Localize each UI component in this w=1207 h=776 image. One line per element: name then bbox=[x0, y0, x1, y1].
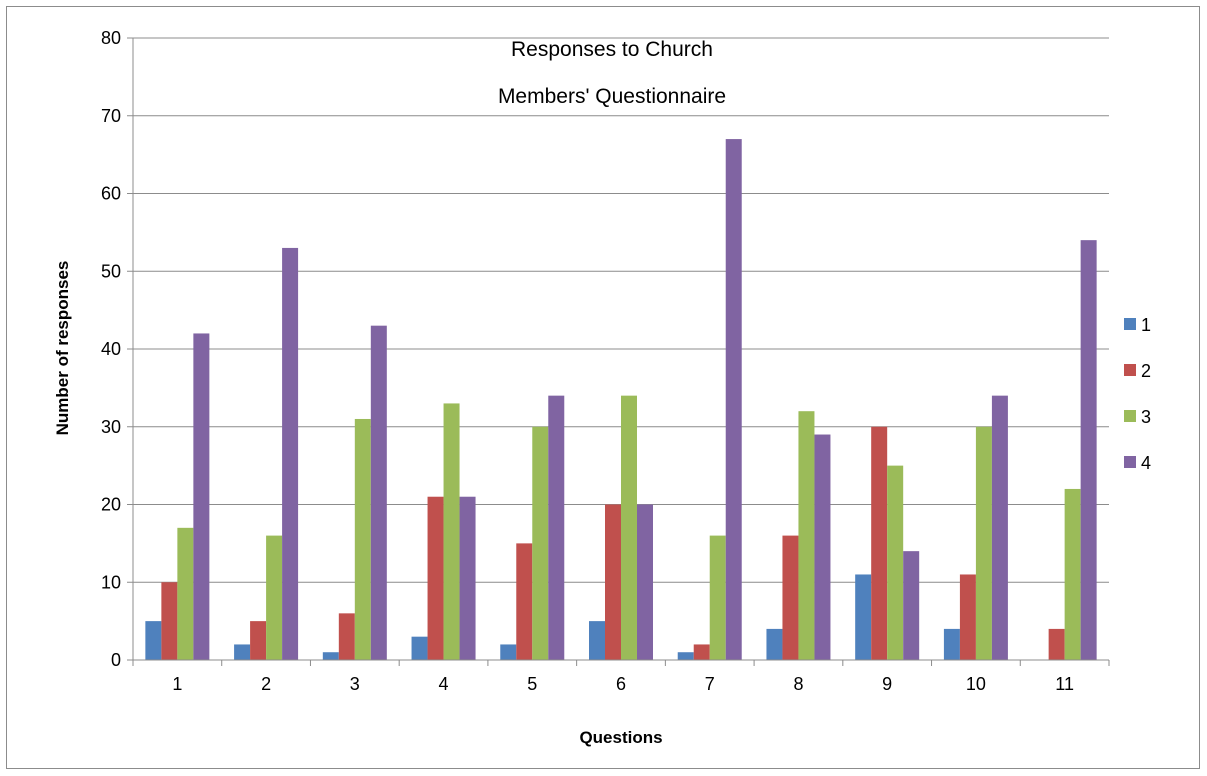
x-tick-label: 3 bbox=[350, 674, 360, 694]
bar-q11-s2 bbox=[1048, 628, 1065, 660]
bar-q3-s1 bbox=[322, 652, 339, 660]
bar-q2-s2 bbox=[250, 621, 267, 660]
chart-title-line-2: Members' Questionnaire bbox=[498, 85, 726, 108]
x-tick-labels: 1 2 3 4 5 6 7 8 9 10 11 bbox=[132, 660, 1110, 694]
bar-q9-s4 bbox=[903, 551, 920, 660]
bar-q6-s2 bbox=[605, 504, 621, 660]
bar-q11-s3 bbox=[1064, 488, 1081, 660]
legend-label: 3 bbox=[1141, 407, 1151, 427]
y-tick-label: 20 bbox=[101, 495, 121, 515]
x-tick-label: 10 bbox=[966, 674, 986, 694]
x-tick-label: 1 bbox=[172, 674, 182, 694]
y-axis-title: Number of responses bbox=[53, 261, 72, 436]
bar-q1-s3 bbox=[177, 527, 194, 660]
y-tick-label: 40 bbox=[101, 339, 121, 359]
bar-q7-s4 bbox=[725, 139, 742, 660]
x-tick-label: 2 bbox=[261, 674, 271, 694]
bar-q8-s1 bbox=[766, 628, 783, 660]
bar-q4-s1 bbox=[411, 636, 428, 660]
bar-q11-s4 bbox=[1080, 240, 1097, 660]
y-tick-labels: 0 10 20 30 40 50 60 70 80 bbox=[101, 28, 133, 670]
bar-q5-s2 bbox=[516, 543, 533, 660]
bar-q4-s2 bbox=[427, 496, 444, 660]
bar-q4-s3 bbox=[443, 403, 460, 660]
bars bbox=[145, 139, 1097, 661]
x-tick-label: 11 bbox=[1055, 674, 1074, 694]
bar-q7-s1 bbox=[677, 652, 694, 660]
x-tick-label: 5 bbox=[527, 674, 537, 694]
bar-q8-s2 bbox=[782, 535, 799, 660]
legend-label: 4 bbox=[1141, 453, 1151, 473]
bar-q6-s3 bbox=[621, 395, 637, 660]
bar-q5-s1 bbox=[500, 644, 517, 660]
bar-q10-s4 bbox=[991, 395, 1008, 660]
y-tick-label: 70 bbox=[101, 106, 121, 126]
bar-q2-s3 bbox=[266, 535, 283, 660]
bar-q6-s4 bbox=[637, 504, 653, 660]
bar-q8-s3 bbox=[798, 411, 815, 660]
legend-label: 1 bbox=[1141, 315, 1151, 335]
bar-q3-s4 bbox=[370, 325, 387, 660]
bar-q10-s2 bbox=[959, 574, 976, 660]
legend-swatch bbox=[1124, 318, 1136, 330]
bar-q4-s4 bbox=[459, 496, 476, 660]
y-tick-label: 60 bbox=[101, 184, 121, 204]
legend-label: 2 bbox=[1141, 361, 1151, 381]
y-tick-label: 10 bbox=[101, 572, 121, 592]
bar-q1-s2 bbox=[161, 582, 178, 660]
bar-q10-s1 bbox=[943, 628, 960, 660]
y-tick-label: 80 bbox=[101, 28, 121, 48]
y-tick-label: 30 bbox=[101, 417, 121, 437]
legend-swatch bbox=[1124, 410, 1136, 422]
legend-swatch bbox=[1124, 364, 1136, 376]
bar-q9-s2 bbox=[871, 426, 888, 660]
bar-q9-s1 bbox=[855, 574, 872, 660]
bar-q7-s2 bbox=[693, 644, 710, 660]
bar-q1-s1 bbox=[145, 621, 162, 660]
bar-q2-s4 bbox=[282, 247, 299, 661]
legend: 1 2 3 4 bbox=[1124, 315, 1151, 473]
bar-q2-s1 bbox=[234, 644, 251, 660]
bar-q3-s3 bbox=[354, 418, 371, 660]
bar-q10-s3 bbox=[975, 426, 992, 660]
x-tick-label: 6 bbox=[616, 674, 626, 694]
x-tick-label: 7 bbox=[705, 674, 715, 694]
y-tick-label: 0 bbox=[111, 650, 121, 670]
bar-q5-s4 bbox=[548, 395, 565, 660]
bar-q8-s4 bbox=[814, 434, 831, 660]
x-tick-label: 9 bbox=[882, 674, 892, 694]
x-axis-title: Questions bbox=[579, 728, 662, 747]
bar-q9-s3 bbox=[887, 465, 904, 660]
bar-q1-s4 bbox=[193, 333, 210, 660]
legend-swatch bbox=[1124, 456, 1136, 468]
chart-title-line-1: Responses to Church bbox=[511, 38, 713, 61]
x-tick-label: 4 bbox=[439, 674, 449, 694]
bar-q7-s3 bbox=[709, 535, 726, 660]
bar-q6-s1 bbox=[589, 621, 605, 660]
bar-q3-s2 bbox=[338, 613, 355, 660]
y-tick-label: 50 bbox=[101, 261, 121, 281]
bar-q5-s3 bbox=[532, 426, 549, 660]
x-tick-label: 8 bbox=[793, 674, 803, 694]
